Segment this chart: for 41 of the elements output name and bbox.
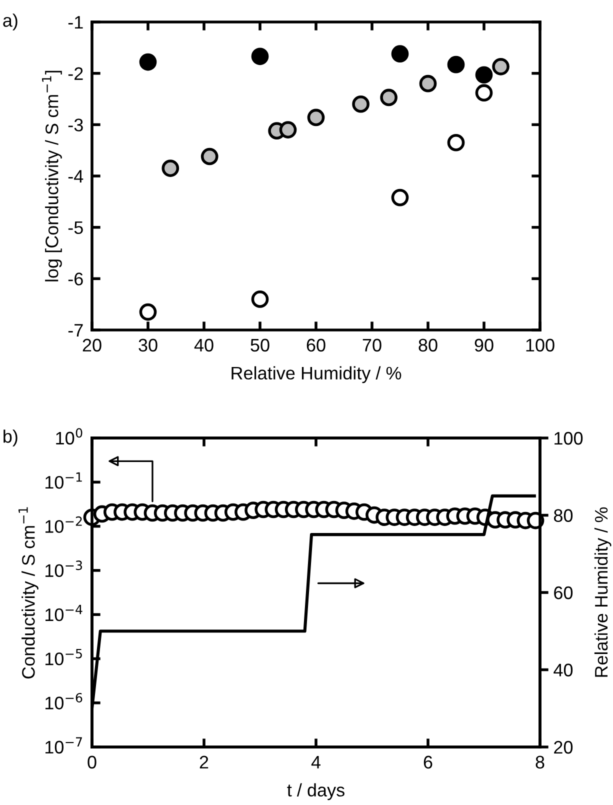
y-tick-label: 10$^{0}$ [56,428,82,445]
y-tick-label: -2 [68,67,83,80]
chart-title: b) [4,430,18,446]
y-tick-label: 10$^{−6}$ [46,692,82,710]
x-tick-label: 6 [424,756,432,769]
y-tick-label: -7 [68,324,83,337]
y2-tick-label: 100 [554,432,583,445]
y-tick-label: -4 [68,170,84,183]
x-tick-label: 4 [311,756,320,768]
y-tick-label: 10$^{−1}$ [46,472,82,489]
x-tick-label: 50 [250,338,270,352]
x-tick-label: 2 [200,756,208,768]
x-axis-title: t / days [287,783,344,800]
y-tick-label: -1 [68,16,83,29]
x-tick-label: 30 [138,338,158,352]
y-tick-label: -3 [68,118,83,132]
y2-tick-label: 80 [554,509,573,522]
x-tick-label: 20 [82,338,102,352]
x-tick-label: 40 [194,338,214,352]
y2-tick-label: 20 [554,740,573,754]
x-tick-label: 90 [474,338,494,352]
chart-title: a) [3,14,18,30]
y2-tick-label: 40 [554,664,573,676]
y-tick-label: 10$^{−7}$ [46,737,82,754]
y-tick-label: 10$^{−4}$ [46,604,82,622]
x-axis-title: Relative Humidity / % [232,366,402,384]
y2-axis-title: Relative Humidity / % [594,507,612,677]
x-tick-label: 60 [306,338,326,352]
x-tick-label: 70 [362,338,382,352]
y-tick-label: 10$^{−2}$ [46,516,82,533]
y-tick-label: -6 [68,272,83,286]
y-axis-title: Conductivity / S cm$^{−1}$ [18,507,38,679]
x-tick-label: 0 [88,756,96,769]
x-tick-label: 8 [536,756,544,769]
y-axis-title: log [Conductivity / S cm$^{−1}$] [42,70,62,282]
y2-tick-label: 60 [554,586,573,600]
x-tick-label: 100 [526,338,554,352]
y-tick-label: -5 [68,221,83,234]
y-tick-label: 10$^{−3}$ [46,560,82,578]
x-tick-label: 80 [418,338,438,352]
y-tick-label: 10$^{−5}$ [46,649,82,666]
